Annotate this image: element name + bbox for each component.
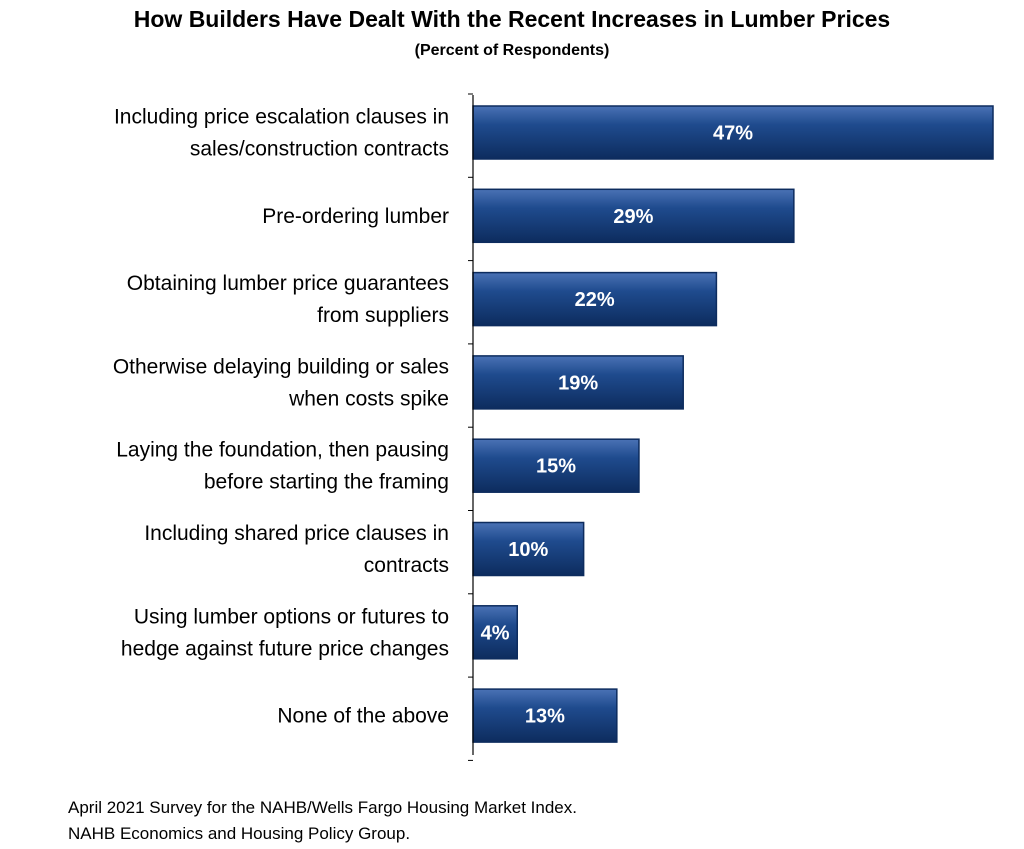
category-label: None of the above	[277, 705, 449, 728]
category-label: Including price escalation clauses in	[114, 106, 449, 129]
data-label: 19%	[558, 372, 598, 394]
category-label: before starting the framing	[204, 471, 449, 494]
footnote-line-2: NAHB Economics and Housing Policy Group.	[68, 824, 411, 843]
chart-title: How Builders Have Dealt With the Recent …	[133, 6, 891, 32]
data-label: 22%	[575, 289, 615, 311]
bar	[472, 188, 795, 244]
category-label: Including shared price clauses in	[144, 522, 449, 545]
category-label: from suppliers	[317, 304, 449, 327]
bar	[472, 688, 618, 743]
category-label: when costs spike	[288, 387, 449, 410]
data-label: 47%	[713, 123, 753, 145]
footnote: April 2021 Survey for the NAHB/Wells Far…	[68, 795, 577, 847]
category-label: contracts	[364, 554, 449, 577]
category-label: Pre-ordering lumber	[262, 205, 449, 228]
data-label: 13%	[525, 706, 565, 728]
data-label: 4%	[481, 622, 510, 644]
bar	[472, 521, 585, 577]
data-label: 29%	[613, 206, 653, 228]
data-label: 15%	[536, 456, 576, 478]
bar	[472, 105, 994, 160]
category-label: Using lumber options or futures to	[134, 605, 449, 628]
category-label: Otherwise delaying building or sales	[113, 355, 449, 378]
footnote-line-1: April 2021 Survey for the NAHB/Wells Far…	[68, 798, 577, 817]
category-label: sales/construction contracts	[190, 138, 449, 161]
bar	[472, 605, 519, 660]
category-label: hedge against future price changes	[121, 637, 449, 660]
chart-subtitle: (Percent of Respondents)	[414, 42, 610, 59]
data-label: 10%	[508, 539, 548, 561]
bar	[472, 355, 684, 410]
category-label: Laying the foundation, then pausing	[116, 439, 449, 462]
category-label: Obtaining lumber price guarantees	[127, 272, 449, 295]
bar	[472, 438, 640, 493]
